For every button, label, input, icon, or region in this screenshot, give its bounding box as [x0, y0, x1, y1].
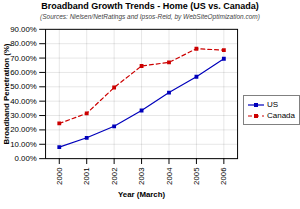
svg-text:70.00%: 70.00% [10, 54, 37, 63]
svg-text:60.00%: 60.00% [10, 68, 37, 77]
svg-text:2002: 2002 [110, 167, 119, 184]
svg-text:2001: 2001 [82, 167, 91, 184]
svg-text:90.00%: 90.00% [10, 25, 37, 34]
svg-text:30.00%: 30.00% [10, 111, 37, 120]
svg-text:50.00%: 50.00% [10, 82, 37, 91]
svg-text:2000: 2000 [55, 167, 64, 185]
svg-text:10.00%: 10.00% [10, 140, 37, 149]
svg-text:80.00%: 80.00% [10, 39, 37, 48]
svg-text:2003: 2003 [137, 167, 146, 185]
svg-text:20.00%: 20.00% [10, 125, 37, 134]
html-text:(Sources: Nielsen/NetRatings a: (Sources: Nielsen/NetRatings and Ipsos-R… [40, 13, 260, 20]
svg-text:0.00%: 0.00% [15, 154, 37, 163]
html-text:US: US [267, 100, 279, 110]
svg-text:2005: 2005 [192, 167, 201, 185]
svg-text:Broadband Penetration (%): Broadband Penetration (%) [2, 43, 11, 144]
svg-text:2006: 2006 [219, 167, 228, 185]
html-text:Canada: Canada [267, 111, 295, 121]
svg-text:Year (March): Year (March) [118, 190, 165, 199]
svg-text:2004: 2004 [165, 167, 174, 185]
svg-text:40.00%: 40.00% [10, 97, 37, 106]
html-text:Broadband Growth Trends - Home: Broadband Growth Trends - Home (US vs. C… [41, 1, 259, 11]
